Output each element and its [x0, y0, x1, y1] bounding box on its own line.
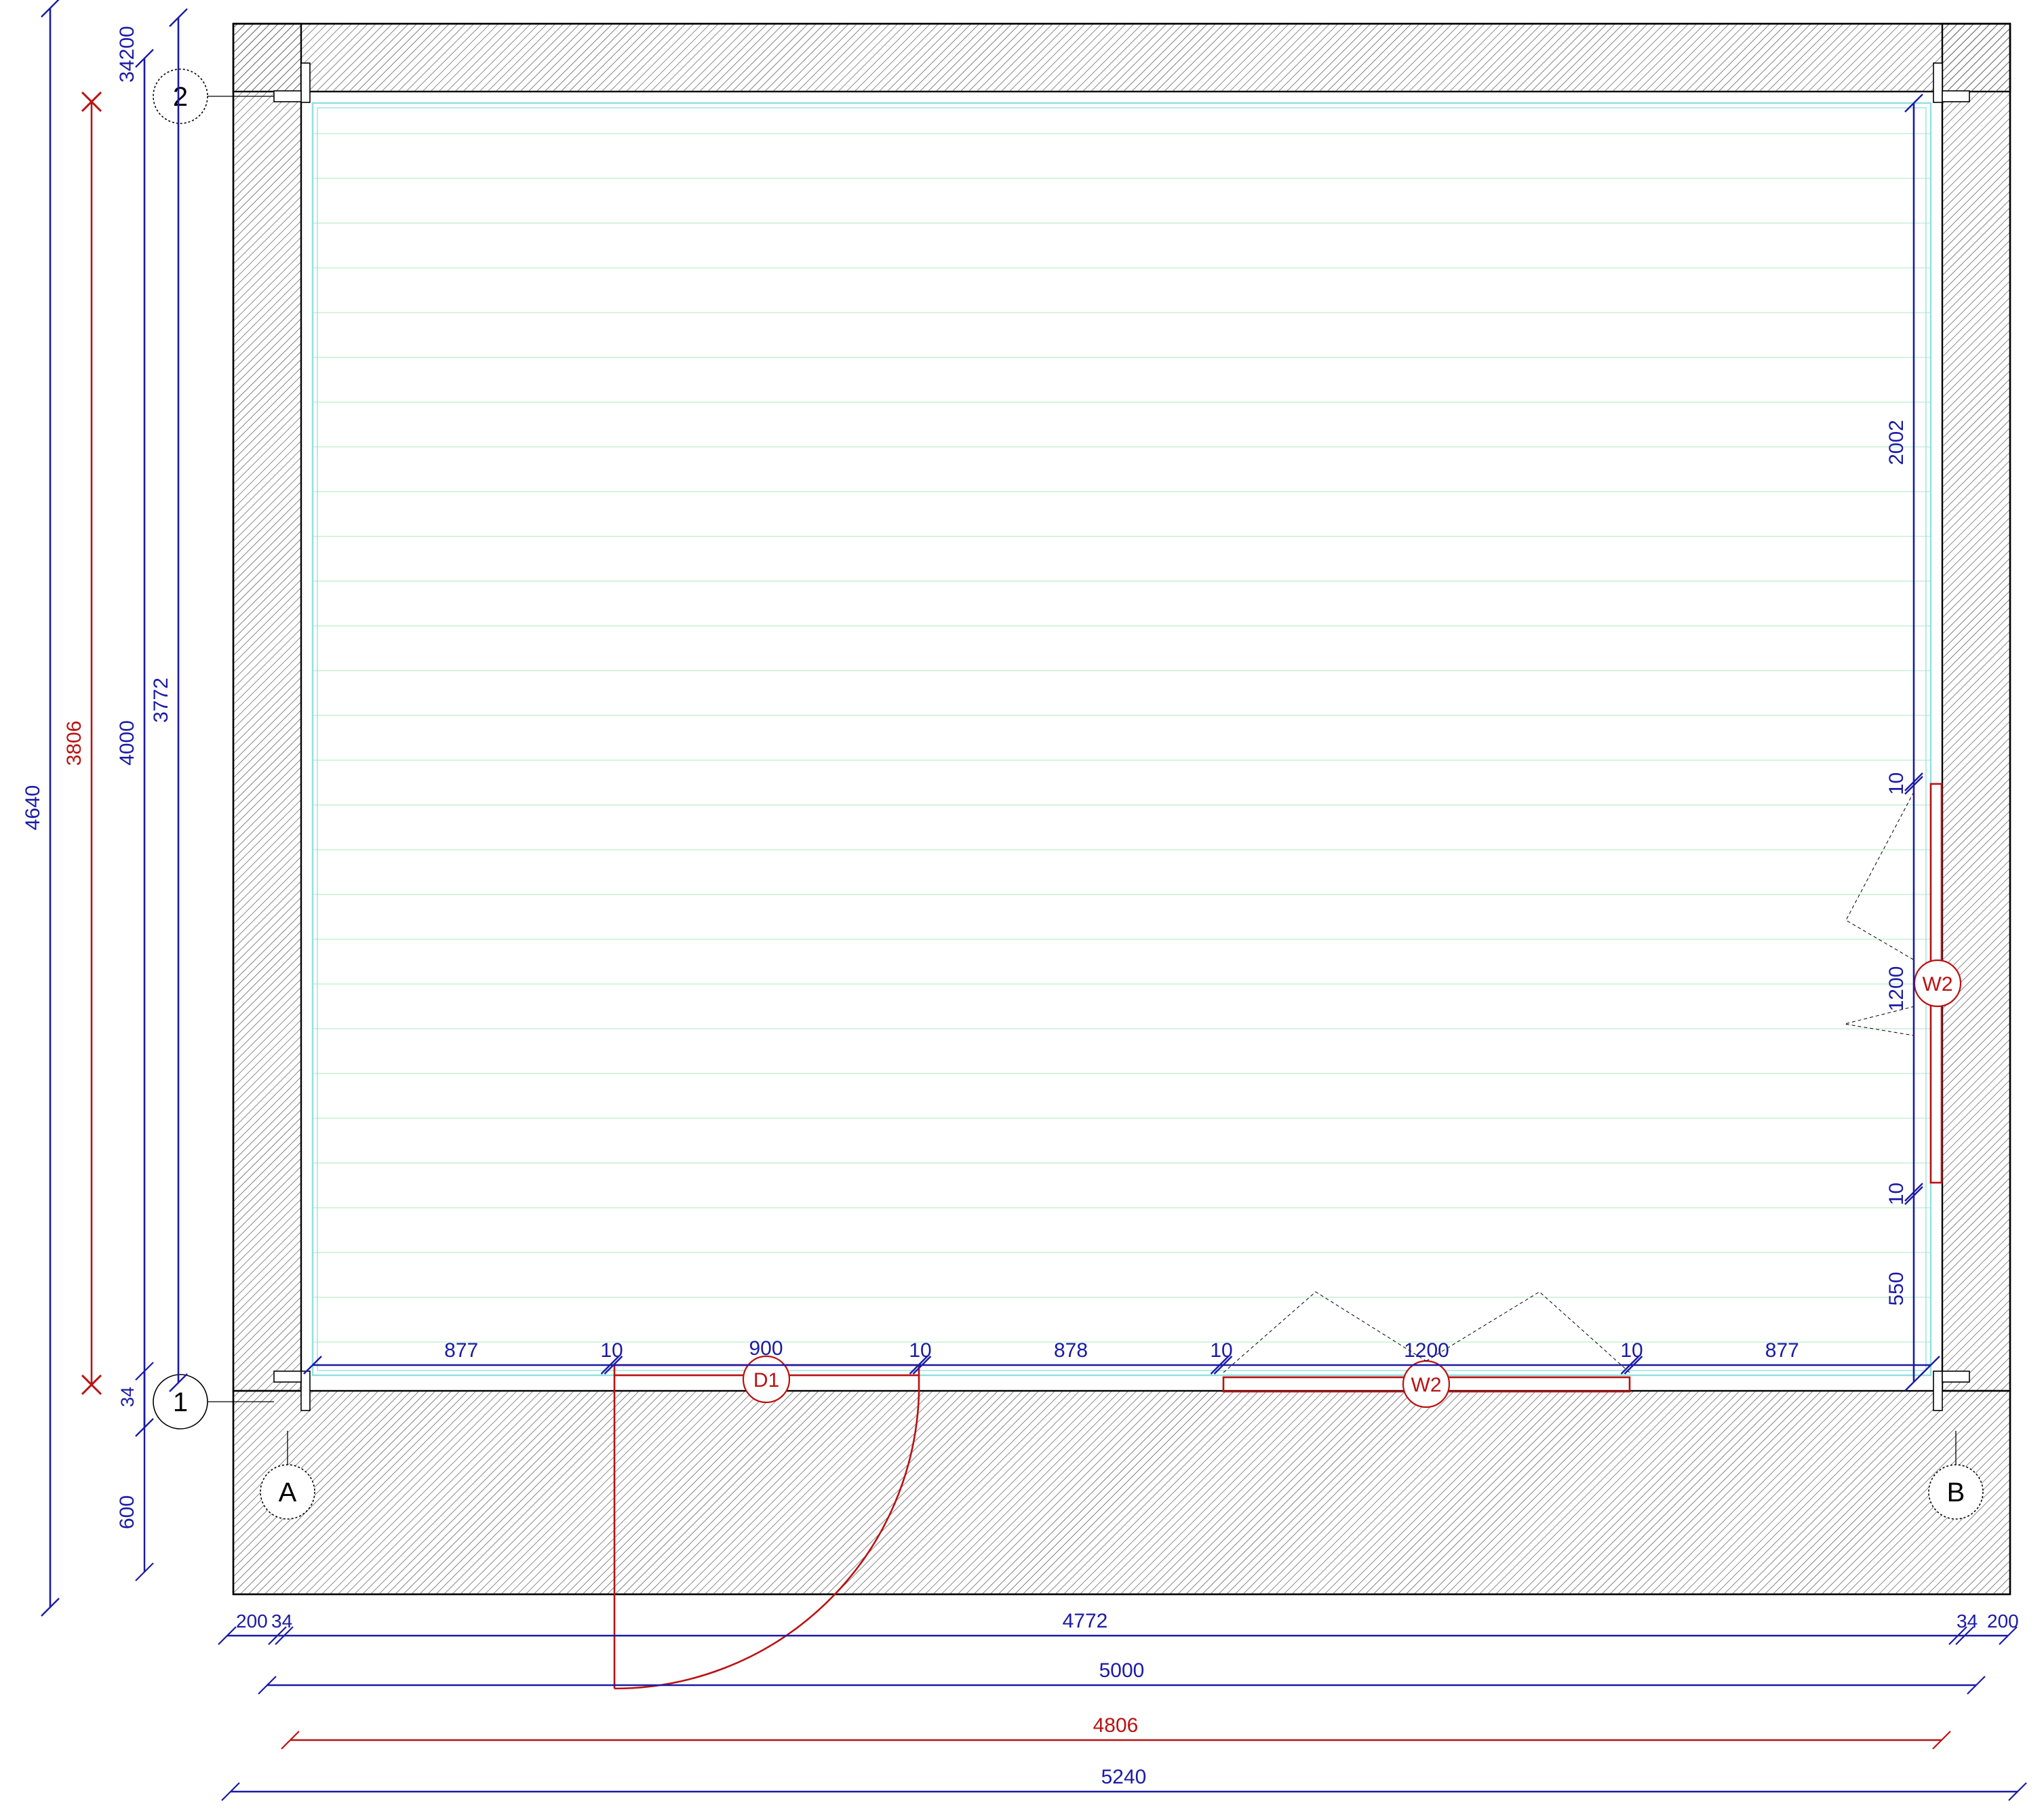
svg-text:877: 877: [444, 1339, 478, 1362]
svg-text:W2: W2: [1923, 973, 1953, 995]
svg-text:34: 34: [117, 1387, 138, 1407]
svg-text:2002: 2002: [1885, 420, 1908, 465]
svg-text:1200: 1200: [1885, 966, 1908, 1012]
svg-text:D1: D1: [753, 1369, 779, 1392]
svg-text:4806: 4806: [1093, 1714, 1139, 1737]
svg-text:3772: 3772: [150, 677, 172, 723]
svg-text:4000: 4000: [116, 720, 138, 766]
svg-text:34: 34: [1957, 1611, 1978, 1632]
svg-text:W2: W2: [1411, 1374, 1442, 1396]
svg-text:3806: 3806: [63, 721, 85, 766]
svg-text:4640: 4640: [22, 785, 44, 831]
svg-text:10: 10: [1885, 772, 1908, 795]
svg-text:B: B: [1947, 1478, 1965, 1507]
svg-text:5240: 5240: [1101, 1766, 1147, 1788]
svg-text:1200: 1200: [1404, 1339, 1449, 1362]
svg-text:200: 200: [236, 1611, 268, 1632]
svg-text:2: 2: [173, 82, 188, 112]
svg-text:200: 200: [1987, 1611, 2019, 1632]
svg-text:10: 10: [1885, 1183, 1908, 1205]
svg-text:878: 878: [1054, 1339, 1088, 1362]
svg-text:550: 550: [1885, 1271, 1908, 1305]
svg-text:10: 10: [1210, 1339, 1232, 1362]
svg-text:600: 600: [116, 1495, 138, 1529]
svg-text:34: 34: [271, 1611, 292, 1632]
svg-text:877: 877: [1765, 1339, 1799, 1362]
svg-text:34200: 34200: [116, 26, 138, 82]
svg-text:10: 10: [600, 1339, 623, 1362]
svg-text:10: 10: [909, 1339, 931, 1362]
svg-text:1: 1: [173, 1387, 188, 1417]
svg-text:10: 10: [1620, 1339, 1643, 1362]
svg-text:4772: 4772: [1063, 1610, 1108, 1632]
svg-text:A: A: [279, 1478, 297, 1507]
svg-text:900: 900: [749, 1337, 783, 1360]
svg-text:5000: 5000: [1099, 1659, 1145, 1682]
